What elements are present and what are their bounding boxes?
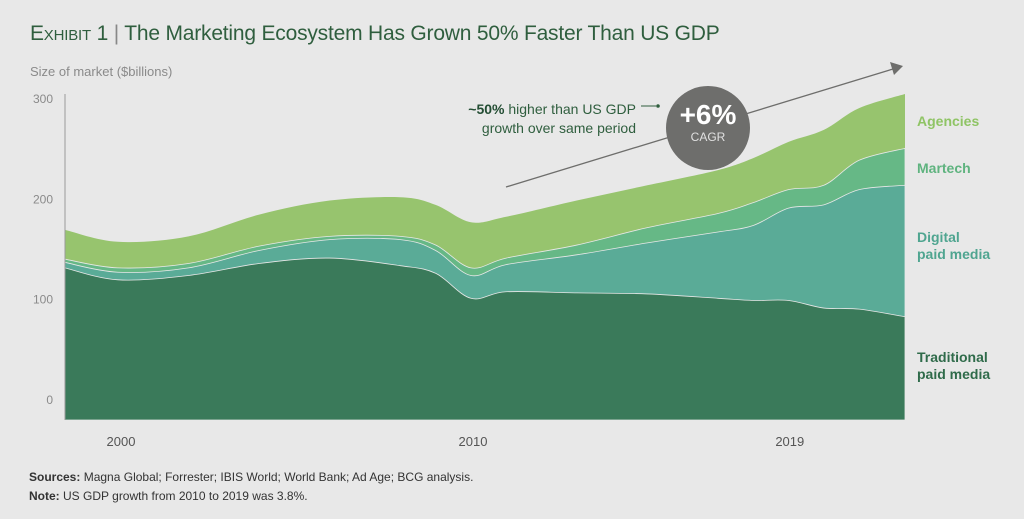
note-label: Note: [29, 489, 60, 503]
sources-label: Sources: [29, 470, 81, 484]
legend-agencies: Agencies [917, 113, 979, 130]
legend-traditional-line2: paid media [917, 366, 991, 382]
legend-traditional-line1: Traditional [917, 349, 988, 365]
x-tick-label: 2010 [459, 434, 488, 449]
area-traditional-paid-media [64, 257, 906, 421]
legend-agencies-text: Agencies [917, 113, 980, 129]
legend-digital: Digital paid media [917, 229, 990, 263]
legend-digital-line2: paid media [917, 246, 991, 262]
legend-traditional: Traditional paid media [917, 349, 990, 383]
sources-note: Sources: Magna Global; Forrester; IBIS W… [29, 470, 473, 484]
y-tick-label: 0 [46, 393, 53, 407]
cagr-label: CAGR [690, 130, 726, 144]
annotation-line2: growth over same period [481, 120, 636, 136]
note-text: US GDP growth from 2010 to 2019 was 3.8%… [63, 489, 308, 503]
cagr-value: +6% [679, 99, 737, 130]
y-tick-label: 200 [33, 192, 53, 206]
annotation-bold: ~50% [468, 101, 505, 117]
title-text: The Marketing Ecosystem Has Grown 50% Fa… [124, 22, 720, 45]
title-separator: | [113, 22, 119, 45]
legend-martech-text: Martech [917, 160, 971, 176]
legend-martech: Martech [917, 160, 971, 177]
trend-arrowhead-icon [890, 62, 903, 75]
x-tick-label: 2019 [775, 434, 804, 449]
gdp-note: Note: US GDP growth from 2010 to 2019 wa… [29, 489, 308, 503]
annotation-line1: higher than US GDP [504, 101, 636, 117]
exhibit-label: Exhibit 1 [30, 22, 109, 45]
y-axis-label: Size of market ($billions) [30, 64, 173, 79]
x-tick-label: 2000 [107, 434, 136, 449]
cagr-badge: +6% CAGR [666, 86, 750, 170]
sources-text: Magna Global; Forrester; IBIS World; Wor… [83, 470, 474, 484]
y-tick-label: 100 [33, 293, 53, 307]
annotation-dot [656, 104, 660, 108]
annotation-text: ~50% higher than US GDP growth over same… [420, 100, 636, 138]
chart-title: Exhibit 1 | The Marketing Ecosystem Has … [30, 22, 720, 46]
legend-digital-line1: Digital [917, 229, 960, 245]
y-tick-label: 300 [33, 92, 53, 106]
